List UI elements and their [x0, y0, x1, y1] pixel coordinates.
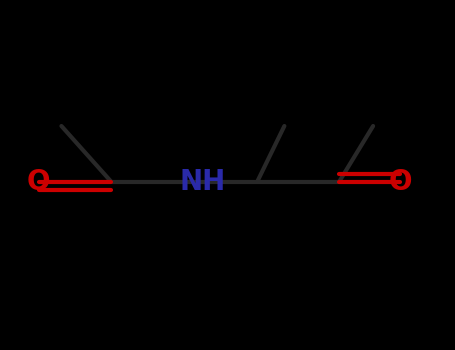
Text: O: O	[389, 168, 412, 196]
Text: NH: NH	[179, 168, 226, 196]
Text: O: O	[27, 168, 51, 196]
